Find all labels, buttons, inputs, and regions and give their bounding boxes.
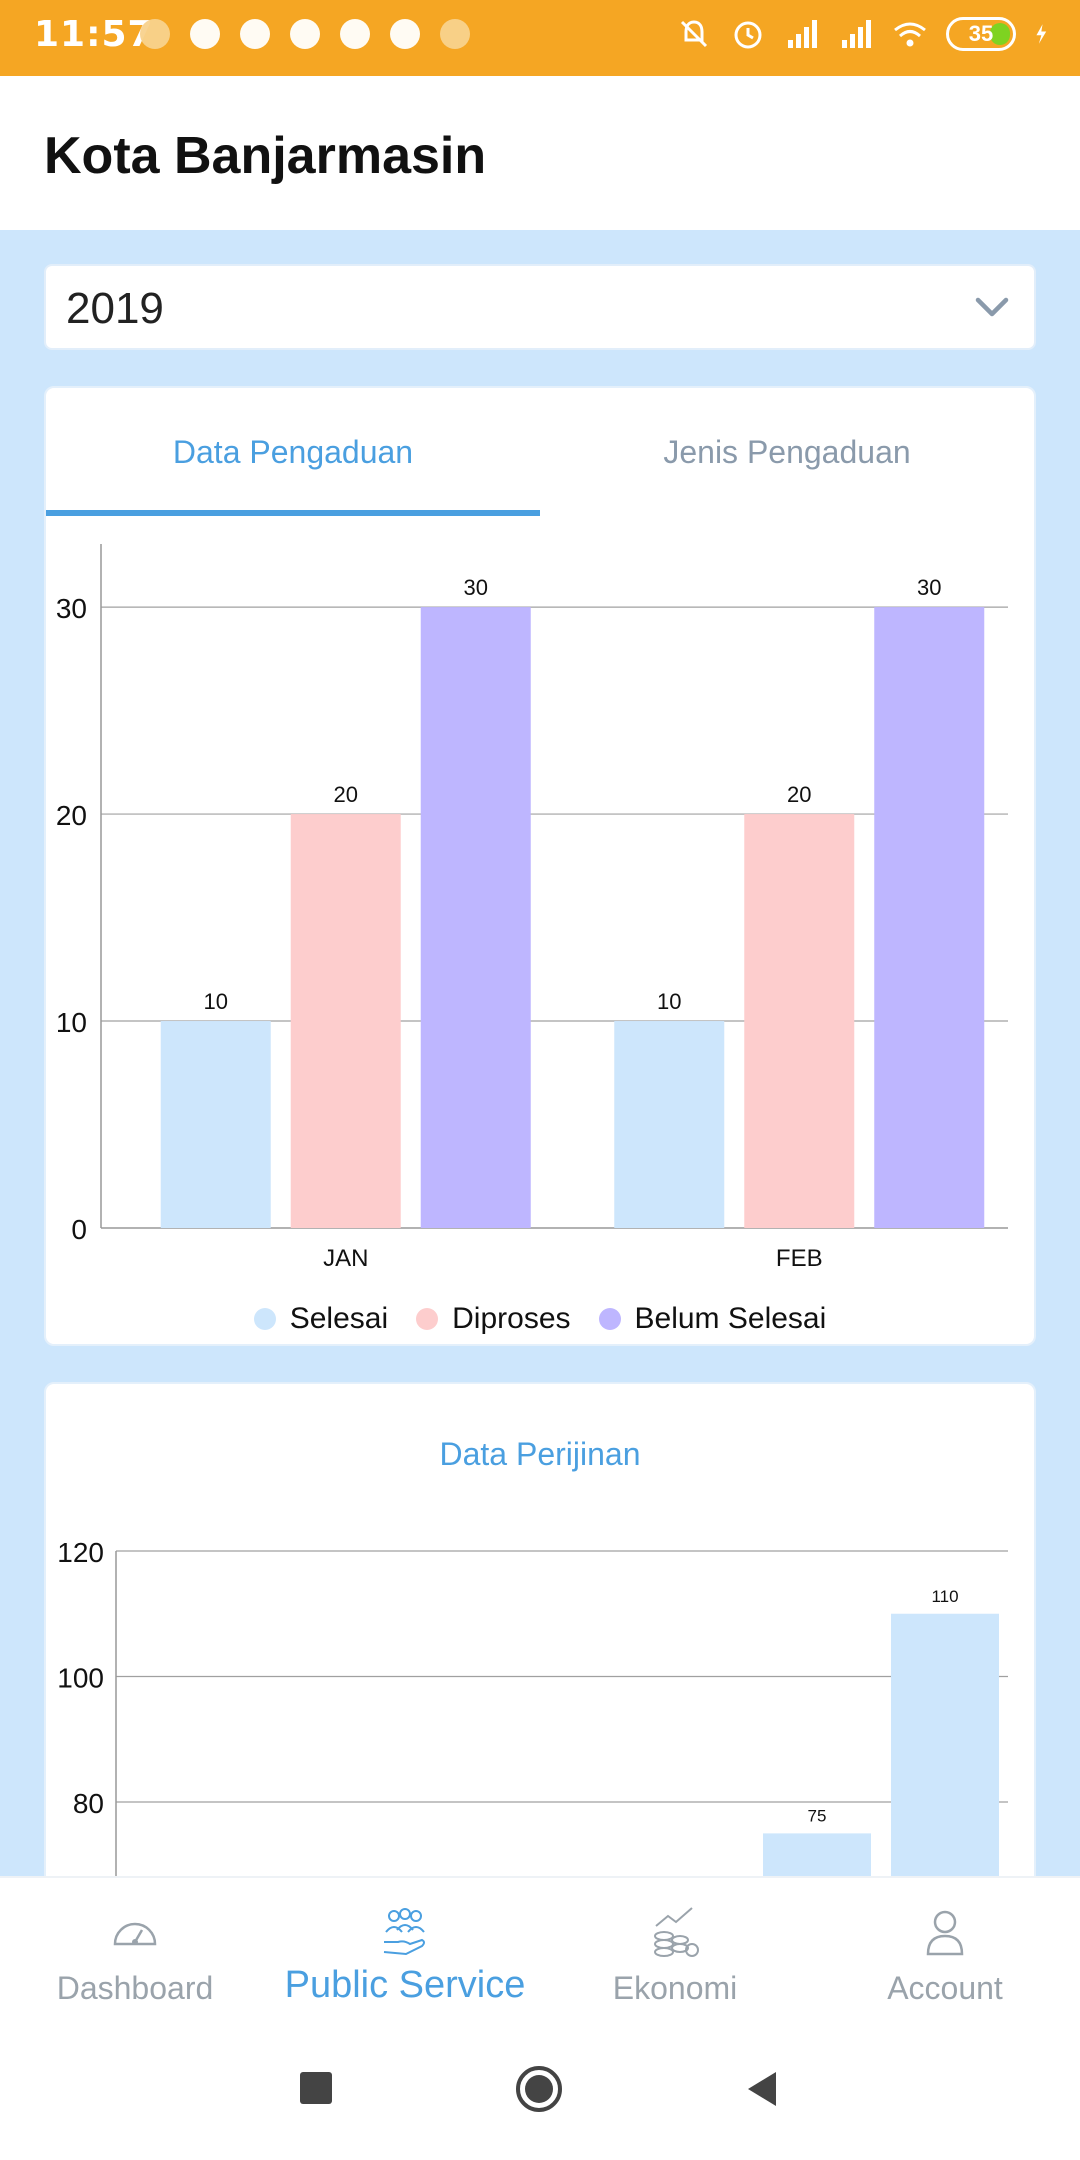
tab-bar: Data Pengaduan Jenis Pengaduan <box>46 388 1034 518</box>
legend-item-selesai: Selesai <box>253 1302 389 1336</box>
smile-app-icon <box>240 19 270 49</box>
people-hand-icon <box>383 1908 425 1956</box>
silent-bell-icon <box>680 20 708 48</box>
nav-item-dashboard[interactable]: Dashboard <box>0 1878 270 2032</box>
charging-icon <box>1036 24 1047 44</box>
tab-jenis-pengaduan[interactable]: Jenis Pengaduan <box>663 434 911 470</box>
notification-icons <box>140 19 470 49</box>
nav-label: Public Service <box>284 1964 526 2006</box>
active-tab-indicator <box>46 510 540 516</box>
recent-apps-button[interactable] <box>298 2070 334 2106</box>
speedometer-icon <box>113 1922 157 1946</box>
wifi-icon <box>894 22 926 47</box>
tab-data-pengaduan[interactable]: Data Pengaduan <box>172 434 414 470</box>
nav-label: Ekonomi <box>612 1970 738 2006</box>
nav-item-account[interactable]: Account <box>810 1878 1080 2032</box>
legend-label: Selesai <box>289 1302 389 1335</box>
status-bar: 11:57 35 <box>0 0 1080 76</box>
legend-item-belum-selesai: Belum Selesai <box>598 1302 827 1336</box>
permits-chart-title: Data Perijinan <box>439 1436 641 1472</box>
legend-item-diproses: Diproses <box>416 1302 571 1336</box>
battery-level: 35 <box>968 21 994 46</box>
notification-dot-icon <box>440 19 470 49</box>
signal-icon <box>788 20 817 48</box>
nav-label: Dashboard <box>56 1970 214 2006</box>
legend-swatch <box>253 1308 276 1330</box>
whatsapp-icon <box>190 19 220 49</box>
bottom-navigation: Dashboard Public Service Ekonomi Account <box>0 1876 1080 2030</box>
home-button[interactable] <box>514 2064 564 2114</box>
legend-label: Belum Selesai <box>634 1302 827 1335</box>
status-indicators: 35 <box>676 16 1056 52</box>
smile-app-icon <box>390 19 420 49</box>
nav-item-public-service[interactable]: Public Service <box>270 1878 540 2032</box>
status-time: 11:57 <box>34 14 154 55</box>
page-title: Kota Banjarmasin <box>44 127 487 185</box>
system-navigation-bar <box>0 2030 1080 2160</box>
chevron-down-icon <box>975 297 1009 317</box>
legend-swatch <box>416 1308 439 1330</box>
legend-swatch <box>598 1308 621 1330</box>
smile-app-icon <box>290 19 320 49</box>
signal-icon <box>842 20 871 48</box>
nav-item-ekonomi[interactable]: Ekonomi <box>540 1878 810 2032</box>
chart-legend: Selesai Diproses Belum Selesai <box>0 1302 1080 1336</box>
alarm-icon <box>734 21 762 49</box>
legend-label: Diproses <box>452 1302 571 1335</box>
nav-label: Account <box>887 1970 1003 2006</box>
coins-chart-icon <box>654 1907 699 1957</box>
notification-dot-icon <box>140 19 170 49</box>
app-bar: Kota Banjarmasin <box>0 76 1080 230</box>
year-dropdown[interactable]: 2019 <box>44 264 1036 350</box>
back-button[interactable] <box>744 2070 780 2108</box>
shopping-bag-icon <box>340 19 370 49</box>
year-value: 2019 <box>66 284 164 333</box>
user-icon <box>926 1910 964 1956</box>
complaints-card: Data Pengaduan Jenis Pengaduan <box>44 386 1036 1346</box>
battery-icon: 35 <box>946 17 1016 51</box>
